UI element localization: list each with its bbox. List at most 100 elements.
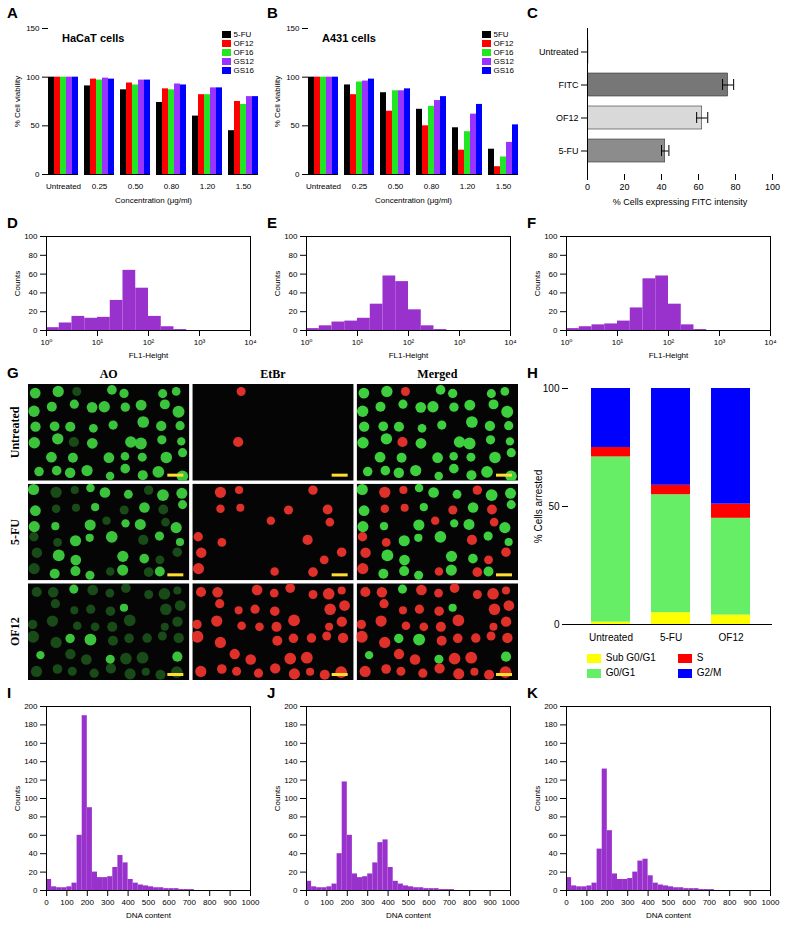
svg-text:AO: AO <box>100 367 118 381</box>
svg-text:0: 0 <box>33 886 38 895</box>
svg-text:60: 60 <box>549 831 558 840</box>
svg-text:600: 600 <box>682 898 696 907</box>
svg-text:0: 0 <box>554 619 560 630</box>
svg-text:500: 500 <box>662 898 676 907</box>
svg-text:10²: 10² <box>663 338 675 347</box>
svg-text:5-FU: 5-FU <box>559 146 579 156</box>
svg-text:600: 600 <box>162 898 176 907</box>
svg-text:400: 400 <box>121 898 135 907</box>
svg-text:Counts: Counts <box>13 271 22 296</box>
svg-text:Concentration (μg/ml): Concentration (μg/ml) <box>115 196 192 205</box>
svg-text:100: 100 <box>580 898 594 907</box>
svg-text:900: 900 <box>483 898 497 907</box>
svg-text:1.20: 1.20 <box>200 182 216 191</box>
svg-text:120: 120 <box>544 776 558 785</box>
svg-text:50: 50 <box>548 501 560 512</box>
svg-text:OF12: OF12 <box>8 617 22 646</box>
svg-text:40: 40 <box>656 182 666 192</box>
svg-text:Counts: Counts <box>273 786 282 811</box>
svg-text:0.50: 0.50 <box>128 182 144 191</box>
svg-text:20: 20 <box>289 868 298 877</box>
svg-text:Counts: Counts <box>273 271 282 296</box>
svg-text:Merged: Merged <box>417 367 457 381</box>
svg-text:10⁰: 10⁰ <box>40 338 52 347</box>
svg-text:0: 0 <box>553 886 558 895</box>
svg-text:200: 200 <box>24 702 38 711</box>
svg-text:1.20: 1.20 <box>460 182 476 191</box>
svg-text:100: 100 <box>320 898 334 907</box>
svg-text:20: 20 <box>619 182 629 192</box>
svg-text:0.50: 0.50 <box>388 182 404 191</box>
svg-text:100: 100 <box>765 182 780 192</box>
svg-text:20: 20 <box>29 307 38 316</box>
svg-text:700: 700 <box>443 898 457 907</box>
svg-text:40: 40 <box>29 849 38 858</box>
svg-text:900: 900 <box>743 898 757 907</box>
svg-text:1000: 1000 <box>762 898 780 907</box>
svg-text:200: 200 <box>81 898 95 907</box>
svg-text:40: 40 <box>549 849 558 858</box>
svg-text:100: 100 <box>284 232 298 241</box>
svg-text:Untreated: Untreated <box>539 47 579 57</box>
svg-text:80: 80 <box>289 812 298 821</box>
svg-text:Counts: Counts <box>533 271 542 296</box>
svg-text:80: 80 <box>549 812 558 821</box>
svg-text:200: 200 <box>284 702 298 711</box>
svg-text:5-FU: 5-FU <box>8 519 22 545</box>
svg-text:Untreated: Untreated <box>306 182 341 191</box>
svg-text:Untreated: Untreated <box>589 632 633 643</box>
svg-text:100: 100 <box>60 898 74 907</box>
svg-text:0: 0 <box>585 182 590 192</box>
svg-text:0.25: 0.25 <box>92 182 108 191</box>
svg-text:Untreated: Untreated <box>8 406 22 458</box>
svg-text:900: 900 <box>223 898 237 907</box>
svg-text:0: 0 <box>35 170 40 179</box>
svg-text:100: 100 <box>286 73 300 82</box>
svg-text:140: 140 <box>24 757 38 766</box>
svg-text:Counts: Counts <box>13 786 22 811</box>
svg-text:DNA content: DNA content <box>646 911 692 920</box>
svg-text:150: 150 <box>286 24 300 33</box>
svg-text:% Cell viability: % Cell viability <box>13 76 22 128</box>
svg-text:40: 40 <box>289 849 298 858</box>
svg-text:% Cells arrested: % Cells arrested <box>533 470 544 543</box>
svg-text:500: 500 <box>142 898 156 907</box>
svg-text:150: 150 <box>26 24 40 33</box>
svg-text:100: 100 <box>544 794 558 803</box>
svg-text:40: 40 <box>549 288 558 297</box>
svg-text:800: 800 <box>203 898 217 907</box>
svg-text:200: 200 <box>544 702 558 711</box>
svg-text:5-FU: 5-FU <box>660 632 682 643</box>
svg-text:80: 80 <box>549 251 558 260</box>
svg-text:50: 50 <box>291 121 300 130</box>
svg-text:0.80: 0.80 <box>424 182 440 191</box>
svg-text:FL1-Height: FL1-Height <box>389 351 429 360</box>
svg-text:10⁰: 10⁰ <box>560 338 572 347</box>
svg-text:0: 0 <box>295 170 300 179</box>
svg-text:140: 140 <box>284 757 298 766</box>
svg-text:10³: 10³ <box>194 338 206 347</box>
svg-text:100: 100 <box>24 232 38 241</box>
svg-text:50: 50 <box>31 121 40 130</box>
svg-text:40: 40 <box>29 288 38 297</box>
svg-text:1.50: 1.50 <box>236 182 252 191</box>
svg-text:10⁴: 10⁴ <box>244 338 257 347</box>
svg-text:200: 200 <box>601 898 615 907</box>
svg-text:0.25: 0.25 <box>352 182 368 191</box>
svg-text:Concentration (μg/ml): Concentration (μg/ml) <box>375 196 452 205</box>
svg-text:0: 0 <box>293 326 298 335</box>
svg-text:1000: 1000 <box>242 898 260 907</box>
svg-text:0: 0 <box>44 898 49 907</box>
svg-text:0: 0 <box>293 886 298 895</box>
svg-text:10⁴: 10⁴ <box>764 338 777 347</box>
svg-text:DNA content: DNA content <box>126 911 172 920</box>
svg-text:140: 140 <box>544 757 558 766</box>
svg-text:0: 0 <box>553 326 558 335</box>
svg-text:500: 500 <box>402 898 416 907</box>
svg-text:60: 60 <box>29 270 38 279</box>
svg-text:10³: 10³ <box>454 338 466 347</box>
svg-text:FL1-Height: FL1-Height <box>649 351 689 360</box>
svg-text:OF12: OF12 <box>718 632 743 643</box>
svg-text:20: 20 <box>549 868 558 877</box>
svg-text:% Cell viability: % Cell viability <box>273 76 282 128</box>
